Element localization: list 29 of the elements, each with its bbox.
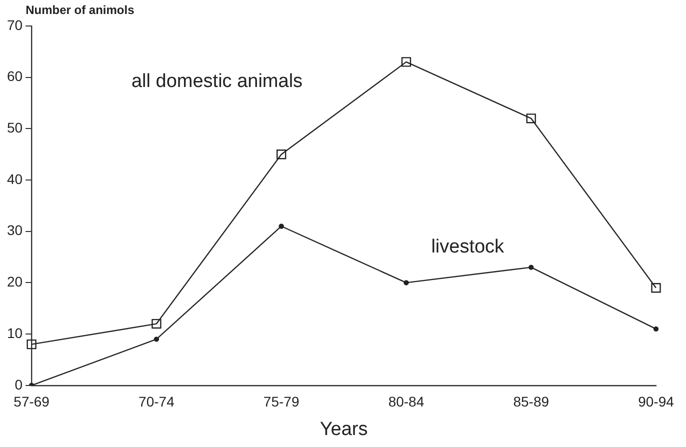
series-label: all domestic animals	[131, 71, 303, 92]
x-tick-label: 90-94	[638, 394, 674, 410]
y-tick-label: 60	[6, 68, 23, 84]
y-tick-label: 0	[14, 376, 23, 392]
y-tick-label: 50	[6, 120, 23, 136]
y-tick-label: 10	[6, 324, 23, 341]
point	[276, 150, 286, 160]
x-tick-label: 80-84	[388, 394, 424, 410]
x-axis-title: Years	[320, 418, 368, 440]
x-tick-label: 70-74	[138, 394, 175, 410]
y-tick-label: 70	[6, 16, 23, 33]
point	[278, 224, 284, 229]
x-tick-label: 75-79	[263, 394, 300, 410]
point	[26, 339, 36, 350]
point	[401, 57, 412, 67]
series-label: livestock	[431, 236, 505, 258]
x-tick-label: 85-89	[513, 394, 550, 410]
point	[653, 326, 659, 332]
point	[528, 264, 534, 270]
point	[404, 280, 409, 286]
point	[651, 283, 661, 293]
y-axis-title: Number of animols	[26, 3, 135, 17]
point	[526, 114, 536, 124]
point	[152, 318, 162, 329]
point	[154, 336, 160, 342]
x-tick-label: 57-69	[14, 394, 50, 410]
y-tick-label: 40	[6, 170, 23, 187]
y-tick-label: 30	[6, 222, 23, 238]
y-tick-label: 20	[6, 274, 23, 290]
